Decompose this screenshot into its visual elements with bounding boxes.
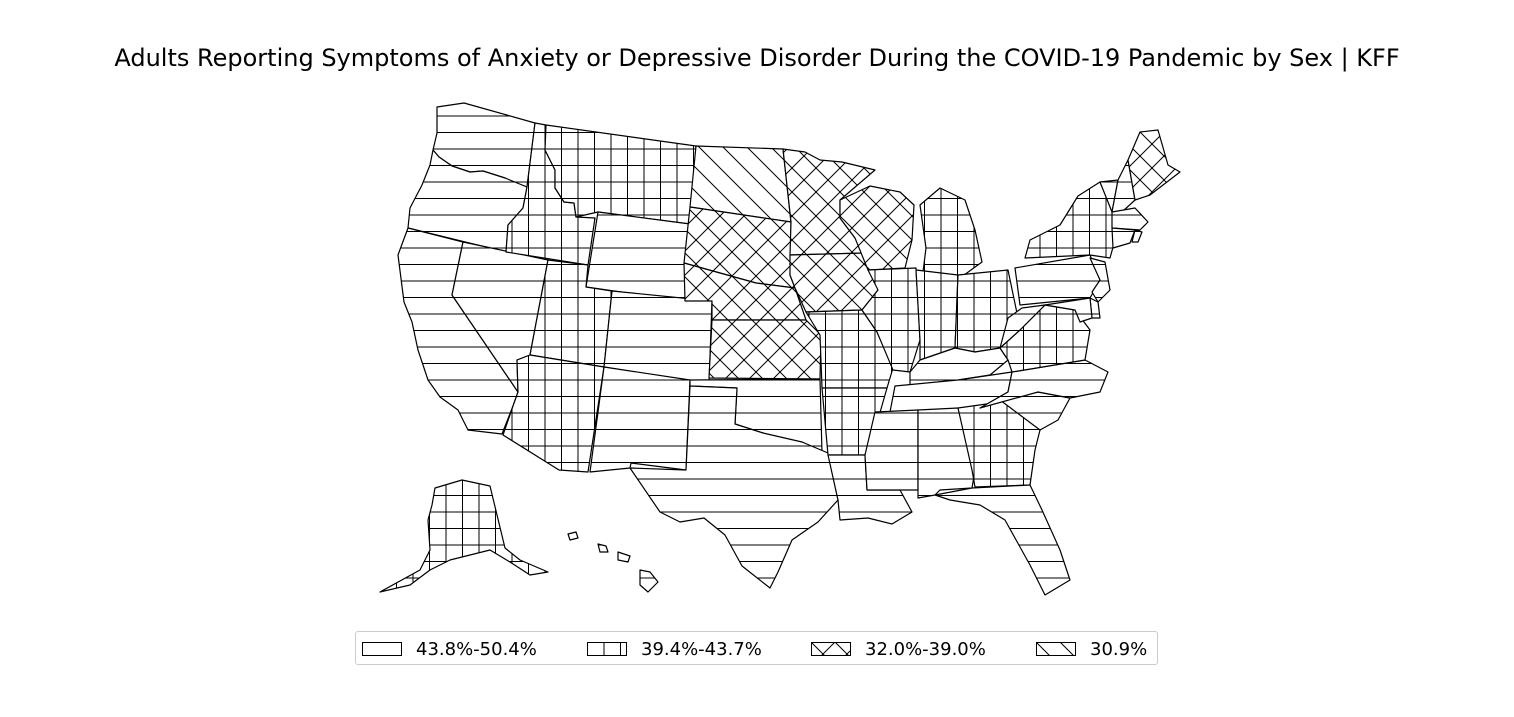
legend-item-2: 39.4%-43.7% — [587, 632, 762, 666]
state-michigan — [919, 187, 983, 281]
legend-swatch-3 — [811, 642, 851, 656]
state-mississippi — [864, 409, 919, 491]
state-new-hampshire — [1111, 159, 1136, 213]
legend-swatch-2 — [587, 642, 627, 656]
legend-label-1: 43.8%-50.4% — [416, 638, 537, 660]
state-new-york — [1024, 181, 1116, 259]
state-hawaii — [639, 569, 659, 593]
state-connecticut — [1111, 227, 1136, 249]
legend-item-3: 32.0%-39.0% — [811, 632, 986, 666]
state-wisconsin — [839, 185, 915, 271]
state-kansas — [708, 319, 822, 380]
state-west-virginia — [999, 304, 1046, 349]
state-texas — [629, 385, 839, 589]
hawaii-island-1 — [597, 543, 609, 553]
state-massachusetts — [1111, 207, 1149, 231]
state-indiana — [915, 269, 959, 361]
legend-label-2: 39.4%-43.7% — [641, 638, 762, 660]
state-wyoming — [585, 211, 691, 302]
legend-label-4: 30.9% — [1090, 638, 1148, 660]
page-title: Adults Reporting Symptoms of Anxiety or … — [114, 44, 1400, 72]
hawaii-island-3 — [567, 531, 579, 541]
state-rhode-island — [1131, 229, 1143, 243]
state-pennsylvania — [1014, 254, 1101, 306]
legend-swatch-1 — [362, 642, 402, 656]
hawaii-island-2 — [617, 551, 631, 563]
legend-swatch-4 — [1036, 642, 1076, 656]
legend-item-1: 43.8%-50.4% — [362, 632, 537, 666]
state-florida — [934, 484, 1071, 596]
state-alaska — [379, 479, 549, 593]
state-arizona — [502, 354, 605, 473]
legend: 43.8%-50.4% 39.4%-43.7% 32.0%-39.0% 30.9… — [355, 631, 1158, 665]
state-maryland — [1044, 297, 1093, 323]
legend-item-4: 30.9% — [1036, 632, 1147, 666]
legend-label-3: 32.0%-39.0% — [865, 638, 986, 660]
state-new-mexico — [589, 366, 691, 473]
state-maine — [1127, 129, 1181, 201]
